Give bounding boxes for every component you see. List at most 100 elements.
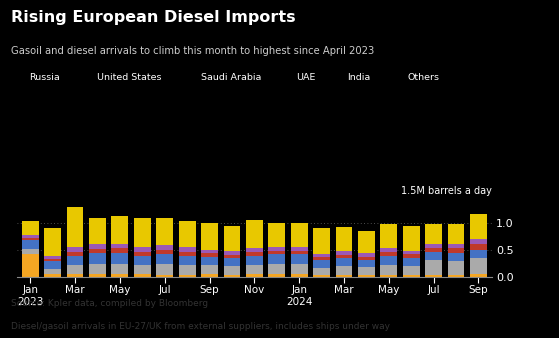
Bar [381,265,397,275]
Bar [67,247,83,252]
Bar [22,255,39,277]
Text: Diesel/gasoil arrivals in EU-27/UK from external suppliers, includes ships under: Diesel/gasoil arrivals in EU-27/UK from … [11,322,390,331]
Text: Gasoil and diesel arrivals to climb this month to highest since April 2023: Gasoil and diesel arrivals to climb this… [11,46,375,56]
Bar [89,274,106,277]
Bar [89,249,106,254]
Bar [358,254,375,257]
Bar [201,249,218,254]
Bar [358,257,375,260]
Bar [268,251,285,255]
Bar [134,252,151,256]
Bar [134,256,151,265]
Bar [111,253,128,264]
Text: Rising European Diesel Imports: Rising European Diesel Imports [11,10,296,25]
Bar [403,226,420,251]
Bar [358,275,375,277]
Bar [44,259,61,262]
Bar [313,260,330,268]
Bar [44,256,61,259]
Bar [67,274,83,277]
Bar [44,262,61,268]
Bar [89,254,106,264]
Bar [246,248,263,252]
Bar [157,218,173,245]
Bar [268,264,285,274]
Bar [44,274,61,277]
Bar [268,274,285,277]
Bar [224,255,240,258]
Bar [134,265,151,274]
Text: Russia: Russia [29,73,60,82]
Bar [448,224,465,244]
Bar [448,254,465,262]
Bar [179,247,196,252]
Bar [134,218,151,247]
Bar [134,247,151,252]
Text: Saudi Arabia: Saudi Arabia [201,73,261,82]
Bar [470,214,487,239]
Bar [403,258,420,266]
Text: UAE: UAE [296,73,315,82]
Bar [246,274,263,277]
Text: India: India [347,73,371,82]
Bar [381,252,397,256]
Bar [425,244,442,248]
Bar [403,251,420,255]
Bar [425,275,442,277]
Bar [224,266,240,275]
Bar [44,268,61,274]
Bar [134,274,151,277]
Bar [224,258,240,266]
Bar [313,275,330,277]
Bar [425,224,442,244]
Bar [246,220,263,248]
Bar [157,245,173,250]
Bar [44,228,61,256]
Bar [291,251,307,255]
Bar [179,275,196,277]
Bar [22,249,39,255]
Bar [403,255,420,258]
Bar [67,256,83,265]
Bar [470,239,487,244]
Bar [335,275,352,277]
Bar [335,255,352,258]
Bar [381,224,397,248]
Bar [201,254,218,257]
Bar [179,252,196,256]
Bar [403,275,420,277]
Bar [67,252,83,256]
Bar [224,275,240,277]
Bar [381,248,397,252]
Bar [425,260,442,275]
Bar [22,235,39,238]
Bar [403,266,420,275]
Bar [358,260,375,267]
Bar [291,274,307,277]
Text: 1.5M barrels a day: 1.5M barrels a day [401,186,492,196]
Bar [448,262,465,275]
Bar [335,227,352,251]
Bar [157,250,173,254]
Bar [313,254,330,257]
Bar [335,266,352,275]
Bar [22,238,39,240]
Bar [313,268,330,275]
Bar [89,218,106,244]
Bar [111,248,128,253]
Bar [335,251,352,255]
Bar [157,254,173,264]
Bar [448,248,465,254]
Bar [201,265,218,274]
Bar [448,244,465,248]
Bar [246,265,263,274]
Bar [89,244,106,249]
Bar [470,274,487,277]
Bar [111,216,128,244]
Text: Others: Others [408,73,439,82]
Text: Source: Kpler data, compiled by Bloomberg: Source: Kpler data, compiled by Bloomber… [11,299,209,308]
Bar [246,256,263,265]
Bar [291,264,307,274]
Bar [179,221,196,247]
Bar [157,264,173,275]
